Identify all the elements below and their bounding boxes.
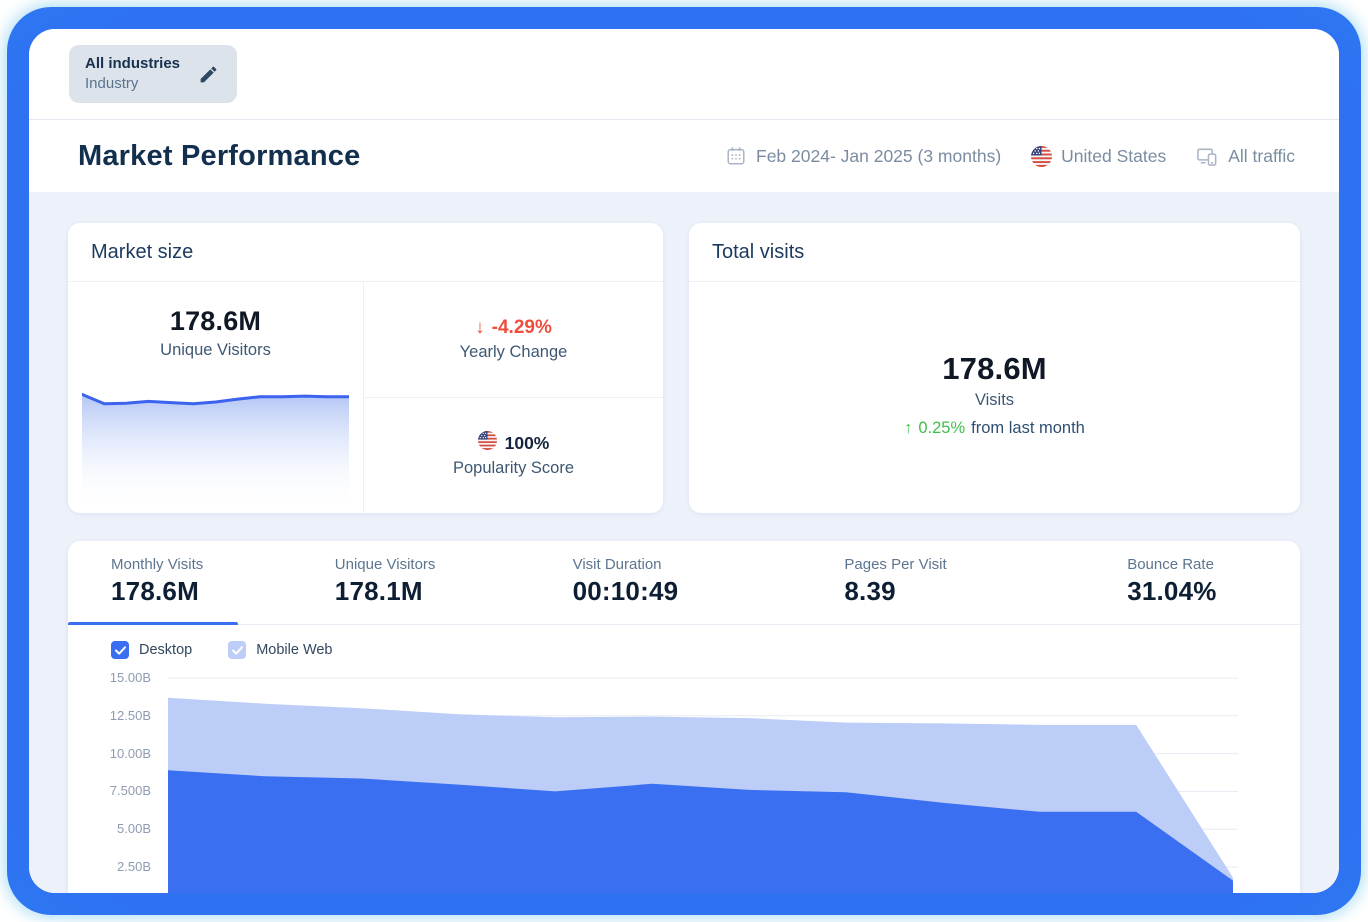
tab-monthly-visits[interactable]: Monthly Visits 178.6M xyxy=(68,541,284,625)
area-desktop xyxy=(168,770,1233,893)
legend-mobile-web-label: Mobile Web xyxy=(256,642,333,658)
top-bar: All industries Industry xyxy=(29,29,1339,120)
us-flag-icon xyxy=(1031,145,1053,167)
tab-unique-visitors[interactable]: Unique Visitors 178.1M xyxy=(284,541,508,624)
metric-label: Monthly Visits xyxy=(111,556,204,573)
series-legend: Desktop Mobile Web xyxy=(68,625,1300,659)
metric-label: Unique Visitors xyxy=(334,556,436,573)
metric-label: Bounce Rate xyxy=(1127,556,1214,573)
popularity-line: 100% xyxy=(477,431,550,455)
page-title: Market Performance xyxy=(78,139,361,172)
industry-selector-text: All industries Industry xyxy=(85,54,180,95)
check-icon xyxy=(231,645,243,655)
industry-selector-value: All industries xyxy=(85,54,181,72)
metric-value: 8.39 xyxy=(844,576,896,606)
market-size-card: Market size 178.6M Unique Visitors xyxy=(68,223,663,513)
desktop-checkbox[interactable] xyxy=(111,641,129,659)
date-range-label: Feb 2024- Jan 2025 (3 months) xyxy=(756,145,1002,166)
metric-value: 178.6M xyxy=(111,576,199,606)
y-axis-tick: 2.50B xyxy=(117,859,151,874)
visits-change-line: ↑ 0.25% from last month xyxy=(904,419,1085,438)
metric-value: 00:10:49 xyxy=(572,576,679,606)
y-axis-tick: 10.00B xyxy=(109,745,151,761)
traffic-chart: 15.00B 12.50B 10.00B 7.500B 5.00B 2.50B xyxy=(68,670,1300,893)
mobile-web-checkbox[interactable] xyxy=(228,641,247,659)
metric-label: Pages Per Visit xyxy=(844,556,947,573)
tab-bounce-rate[interactable]: Bounce Rate 31.04% xyxy=(1017,541,1300,624)
total-visits-label: Visits xyxy=(974,391,1015,409)
yearly-change-line: ↓ -4.29% xyxy=(475,317,552,339)
metric-value: 31.04% xyxy=(1127,576,1217,606)
check-icon xyxy=(114,645,126,655)
page-header: Market Performance Feb 2024- Jan xyxy=(29,120,1339,192)
up-arrow-icon: ↑ xyxy=(904,419,913,437)
yearly-change-cell: ↓ -4.29% Yearly Change xyxy=(364,282,663,397)
popularity-cell: 100% Popularity Score xyxy=(364,396,663,513)
yearly-change-label: Yearly Change xyxy=(459,342,568,361)
date-range-selector[interactable]: Feb 2024- Jan 2025 (3 months) xyxy=(725,145,1001,167)
total-visits-value: 178.6M xyxy=(942,351,1047,386)
y-axis-tick: 12.50B xyxy=(109,707,151,723)
unique-visitors-cell: 178.6M Unique Visitors xyxy=(68,282,363,512)
country-label: United States xyxy=(1061,145,1167,166)
metric-value: 178.1M xyxy=(334,576,423,606)
unique-visitors-label: Unique Visitors xyxy=(160,341,271,359)
unique-visitors-value: 178.6M xyxy=(169,306,262,336)
y-axis-tick: 15.00B xyxy=(109,670,151,685)
main-panel: All industries Industry Market Performan… xyxy=(29,29,1339,893)
visits-change-value: 0.25% xyxy=(918,419,966,437)
market-size-title: Market size xyxy=(68,223,663,282)
traffic-selector[interactable]: All traffic xyxy=(1196,145,1295,168)
popularity-value: 100% xyxy=(504,432,550,453)
traffic-chart-svg xyxy=(168,677,1238,893)
down-arrow-icon: ↓ xyxy=(475,316,485,338)
yearly-change-value: -4.29% xyxy=(491,316,552,338)
header-filters: Feb 2024- Jan 2025 (3 months) xyxy=(725,145,1295,168)
tab-pages-per-visit[interactable]: Pages Per Visit 8.39 xyxy=(745,541,1017,624)
total-visits-title: Total visits xyxy=(689,223,1300,282)
total-visits-card: Total visits 178.6M Visits ↑ 0.25% from … xyxy=(689,223,1300,513)
legend-desktop-label: Desktop xyxy=(139,642,193,658)
traffic-label: All traffic xyxy=(1228,145,1295,166)
industry-selector-chip[interactable]: All industries Industry xyxy=(69,44,238,104)
metric-label: Visit Duration xyxy=(572,556,662,573)
metrics-card: Monthly Visits 178.6M Unique Visitors 17… xyxy=(68,541,1300,893)
sparkline-chart xyxy=(82,392,349,510)
legend-desktop[interactable]: Desktop xyxy=(111,641,192,659)
country-selector[interactable]: United States xyxy=(1031,145,1167,167)
edit-pencil-icon[interactable] xyxy=(198,64,219,85)
devices-traffic-icon xyxy=(1196,145,1219,168)
legend-mobile-web[interactable]: Mobile Web xyxy=(228,641,333,659)
visits-change-suffix: from last month xyxy=(971,419,1085,437)
industry-selector-label: Industry xyxy=(85,75,139,92)
y-axis-tick: 7.500B xyxy=(109,783,151,799)
total-visits-body: 178.6M Visits ↑ 0.25% from last month xyxy=(689,282,1300,513)
tab-visit-duration[interactable]: Visit Duration 00:10:49 xyxy=(508,541,746,624)
y-axis-tick: 5.00B xyxy=(117,821,151,837)
content-area: Market size 178.6M Unique Visitors xyxy=(29,192,1339,893)
us-flag-icon xyxy=(477,431,497,455)
sparkline-line xyxy=(82,392,349,406)
metric-tabs: Monthly Visits 178.6M Unique Visitors 17… xyxy=(68,541,1300,625)
popularity-label: Popularity Score xyxy=(452,459,575,478)
calendar-icon xyxy=(725,145,747,167)
sparkline-area xyxy=(82,394,349,510)
